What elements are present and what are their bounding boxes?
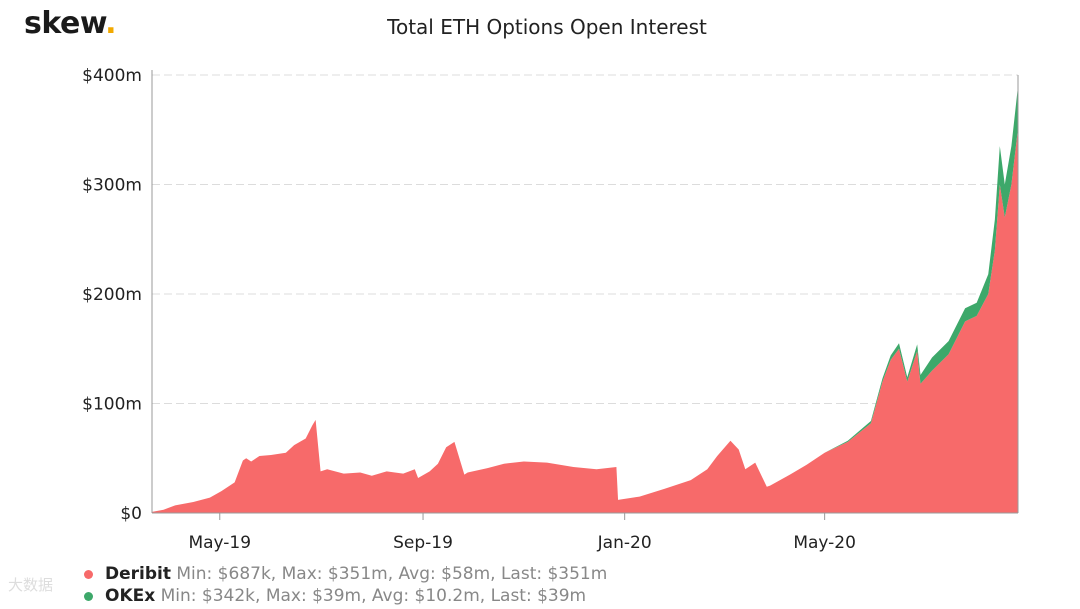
legend-name: Deribit [105, 564, 171, 584]
area-series [152, 85, 1018, 513]
x-tick-label: May-20 [793, 533, 856, 553]
axes [151, 70, 1019, 514]
x-tick-label: Sep-19 [393, 533, 453, 553]
y-tick-label: $200m [82, 285, 142, 305]
y-tick-label: $0 [120, 504, 142, 524]
watermark: 大数据 [8, 576, 54, 594]
y-tick-label: $100m [82, 395, 142, 415]
legend-stats: Min: $342k, Max: $39m, Avg: $10.2m, Last… [160, 586, 587, 606]
logo-dot: . [105, 6, 117, 41]
series-area-deribit [152, 128, 1018, 513]
logo-text: skew [24, 6, 106, 41]
legend-item-deribit[interactable]: Deribit Min: $687k, Max: $351m, Avg: $58… [84, 564, 607, 584]
legend-stats: Min: $687k, Max: $351m, Avg: $58m, Last:… [176, 564, 608, 584]
x-axis-ticks: May-19 Sep-19 Jan-20 May-20 [188, 513, 856, 553]
x-tick-label: Jan-20 [597, 533, 652, 553]
chart-title: Total ETH Options Open Interest [386, 15, 707, 39]
okex-dot-icon [84, 591, 93, 601]
x-tick-label: May-19 [188, 533, 251, 553]
skew-logo: skew. [24, 6, 117, 41]
legend-item-okex[interactable]: OKEx Min: $342k, Max: $39m, Avg: $10.2m,… [84, 586, 586, 606]
legend-name: OKEx [105, 586, 156, 606]
grid-lines [152, 74, 1018, 404]
y-tick-label: $400m [82, 66, 142, 86]
y-tick-label: $300m [82, 176, 142, 196]
y-axis-ticks: $0 $100m $200m $300m $400m [82, 66, 142, 524]
deribit-dot-icon [84, 569, 93, 579]
